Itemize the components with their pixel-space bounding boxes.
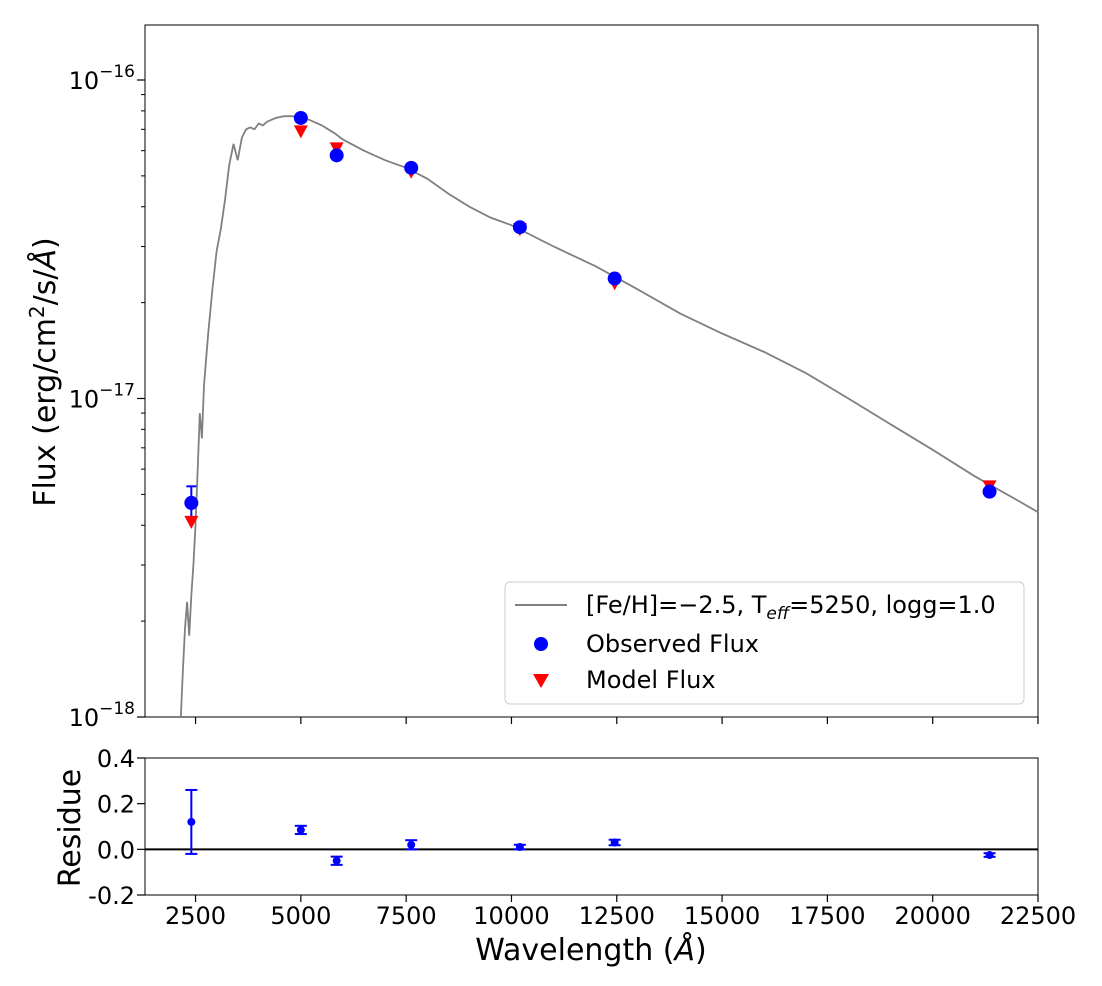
residual-y-ticks: 0.4 0.2 0.0 -0.2 (88, 745, 145, 910)
legend-observed-label: Observed Flux (586, 630, 759, 658)
main-y-tick-label: 10−18 (69, 699, 135, 732)
residual-y-tick-label: 0.2 (97, 791, 135, 819)
legend-box (504, 581, 1025, 705)
residual-plot-content (145, 788, 1038, 866)
residual-y-tick-label: 0.4 (97, 745, 135, 773)
model-flux-point (184, 515, 199, 529)
observed-flux-point (293, 110, 308, 125)
observed-flux-point (607, 271, 622, 286)
legend-model-label: [Fe/H]=−2.5, Teff=5250, logg=1.0 (586, 591, 996, 624)
x-tick-label: 22500 (1000, 902, 1076, 930)
residual-point (515, 843, 524, 852)
main-y-tick-label: 10−16 (69, 62, 135, 95)
residual-plot-frame (144, 757, 1039, 896)
legend-modelflux-label: Model Flux (586, 666, 716, 694)
x-tick-label: 10000 (473, 902, 549, 930)
ylabel-close: ) (28, 237, 63, 249)
ylabel-sup: 2 (25, 305, 49, 318)
x-tick-label: 2500 (165, 902, 226, 930)
x-tick-label: 20000 (895, 902, 971, 930)
main-y-ticks: 10−16 10−17 10−18 (69, 62, 145, 732)
ylabel-tail: /s/ (28, 269, 63, 306)
ylabel-unit: Å (27, 249, 63, 272)
model-spectrum-line (179, 115, 1039, 718)
main-y-tick-label: 10−17 (69, 381, 135, 414)
residual-y-tick-label: 0.0 (97, 836, 135, 864)
x-axis-title: Wavelength (Å) (475, 932, 706, 968)
main-plot-content (179, 110, 1039, 718)
observed-flux-point (184, 495, 199, 510)
main-x-ticks (194, 717, 1039, 724)
residual-y-axis-title: Residue (53, 769, 88, 887)
residual-point (985, 851, 994, 860)
legend-model-marker (533, 674, 549, 688)
residual-point (296, 825, 305, 834)
observed-flux-point (404, 160, 419, 175)
legend-observed-marker (534, 637, 548, 651)
main-y-axis-title: Flux (erg/cm2/s/Å) (25, 237, 63, 507)
ylabel-main: Flux (erg/cm (28, 318, 63, 507)
residual-point (187, 817, 196, 826)
residual-point (610, 838, 619, 847)
x-tick-label: 12500 (579, 902, 655, 930)
observed-flux-point (329, 148, 344, 163)
model-flux-point (293, 125, 308, 139)
x-tick-label: 7500 (376, 902, 437, 930)
x-tick-label: 5000 (270, 902, 331, 930)
residual-point (407, 840, 416, 849)
observed-flux-point (512, 220, 527, 235)
x-tick-label: 17500 (789, 902, 865, 930)
residual-x-ticks: 2500 5000 7500 10000 12500 15000 17500 20000 225… (165, 895, 1076, 930)
residual-y-tick-label: -0.2 (88, 882, 135, 910)
x-tick-label: 15000 (684, 902, 760, 930)
residual-point (332, 856, 341, 865)
legend: [Fe/H]=−2.5, Teff=5250, logg=1.0 Observe… (504, 581, 1025, 705)
observed-flux-point (982, 484, 997, 499)
